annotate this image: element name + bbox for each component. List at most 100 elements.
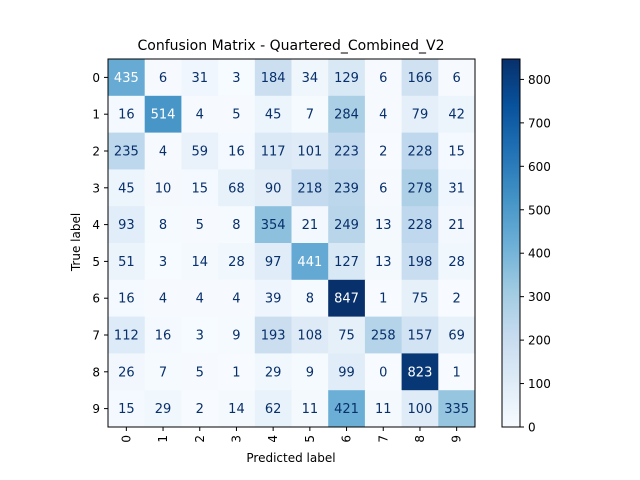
cell-value-label: 8	[306, 292, 314, 307]
cell-value-label: 2	[453, 292, 461, 307]
colorbar-tick-label: 200	[528, 334, 551, 348]
heatmap-cell	[254, 390, 292, 428]
y-tick-label: 6	[92, 292, 100, 306]
colorbar-tick-label: 500	[528, 203, 551, 217]
heatmap-cell	[438, 59, 476, 97]
x-tick-label: 4	[266, 435, 280, 443]
heatmap-cell	[144, 169, 182, 207]
heatmap-cell	[291, 59, 329, 97]
cell-value-label: 847	[334, 292, 359, 307]
cell-value-label: 4	[196, 108, 204, 123]
x-tick-label: 1	[156, 435, 170, 443]
heatmap-cell	[108, 95, 146, 134]
heatmap-cell	[291, 353, 329, 391]
x-tick-label: 0	[119, 435, 133, 443]
y-axis-label: True label	[69, 213, 83, 272]
y-tick-label: 7	[92, 329, 100, 343]
heatmap-cell	[218, 169, 256, 207]
cell-value-label: 10	[155, 181, 172, 196]
heatmap-cell	[401, 206, 439, 244]
cell-value-label: 26	[118, 365, 135, 380]
heatmap-cell	[328, 132, 366, 170]
cell-value-label: 15	[448, 145, 465, 160]
heatmap-cell	[401, 316, 439, 354]
heatmap-cell	[328, 243, 366, 281]
heatmap-cell	[328, 59, 366, 97]
cell-value-label: 69	[448, 329, 465, 344]
colorbar-tick-label: 600	[528, 160, 551, 174]
cell-value-label: 278	[408, 181, 433, 196]
heatmap-cell	[181, 95, 219, 134]
heatmap-cell	[144, 390, 182, 428]
heatmap-cell	[291, 206, 329, 244]
heatmap-cell	[291, 316, 329, 354]
cell-value-label: 51	[118, 255, 135, 270]
cell-value-label: 100	[408, 402, 433, 417]
cell-value-label: 4	[232, 292, 240, 307]
cell-value-label: 68	[228, 181, 245, 196]
y-tick-label: 0	[92, 71, 100, 85]
x-tick-label: 5	[303, 435, 317, 443]
cell-value-label: 59	[191, 145, 208, 160]
cell-value-label: 7	[306, 108, 314, 123]
cell-value-label: 166	[408, 71, 433, 86]
cell-value-label: 28	[228, 255, 245, 270]
cell-value-label: 97	[265, 255, 282, 270]
heatmap-cell	[108, 316, 146, 354]
heatmap-cell	[401, 169, 439, 207]
heatmap-cell	[108, 279, 146, 318]
cell-value-label: 1	[453, 365, 461, 380]
cell-value-label: 31	[448, 181, 465, 196]
heatmap-cell	[438, 390, 476, 428]
heatmap-cell	[218, 95, 256, 134]
heatmap-cell	[401, 132, 439, 170]
cell-value-label: 3	[159, 255, 167, 270]
heatmap-cell	[291, 95, 329, 134]
heatmap-cell	[144, 206, 182, 244]
cell-value-label: 21	[302, 218, 319, 233]
y-tick-label: 5	[92, 255, 100, 269]
x-tick-label: 9	[450, 435, 464, 443]
cell-value-label: 31	[191, 71, 208, 86]
y-tick-label: 2	[92, 145, 100, 159]
heatmap-cell	[364, 316, 403, 354]
cell-value-label: 14	[228, 402, 245, 417]
cell-value-label: 5	[196, 218, 204, 233]
cell-value-label: 284	[334, 108, 359, 123]
cell-value-label: 157	[408, 329, 433, 344]
heatmap-cell	[108, 243, 146, 281]
cell-value-label: 0	[379, 365, 387, 380]
heatmap-cell	[254, 59, 292, 97]
heatmap-cell	[438, 132, 476, 170]
cell-value-label: 42	[448, 108, 465, 123]
heatmap-cell	[364, 206, 403, 244]
heatmap-cell	[401, 353, 439, 391]
colorbar-tick-label: 800	[528, 73, 551, 87]
heatmap-cell	[108, 390, 146, 428]
heatmap-cell	[291, 390, 329, 428]
heatmap-cell	[218, 132, 256, 170]
cell-value-label: 9	[306, 365, 314, 380]
heatmap-cell	[144, 243, 182, 281]
heatmap-cell	[181, 206, 219, 244]
cell-value-label: 117	[261, 145, 286, 160]
heatmap-cell	[438, 353, 476, 391]
cell-value-label: 16	[228, 145, 245, 160]
heatmap-cell	[108, 169, 146, 207]
heatmap-cell	[254, 243, 292, 281]
heatmap-cell	[401, 279, 439, 318]
heatmap-cell	[181, 353, 219, 391]
cell-value-label: 13	[375, 218, 392, 233]
cell-value-label: 127	[334, 255, 359, 270]
heatmap-cell	[364, 169, 403, 207]
heatmap-cell	[181, 316, 219, 354]
heatmap-cell	[438, 243, 476, 281]
heatmap-cell	[291, 243, 329, 281]
cell-value-label: 4	[159, 292, 167, 307]
heatmap-cell	[364, 390, 403, 428]
heatmap-cell	[401, 95, 439, 134]
heatmap-cell	[181, 132, 219, 170]
heatmap-cell	[144, 316, 182, 354]
cell-value-label: 193	[261, 329, 286, 344]
cell-value-label: 15	[118, 402, 135, 417]
